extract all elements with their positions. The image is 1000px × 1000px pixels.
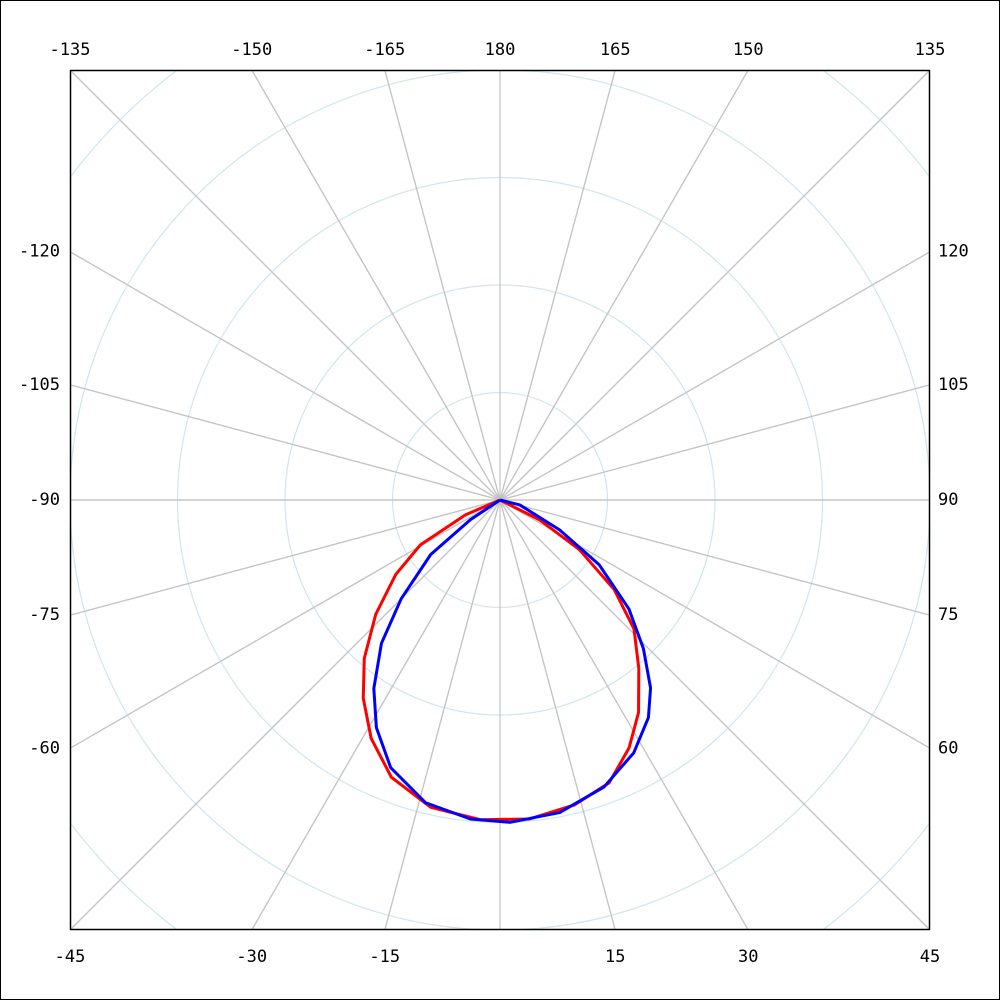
theta-tick-label: -60 xyxy=(29,738,60,758)
tick-labels: -135 -150 -165 180 165 150 135 -120 -105 -90 -75 -6… xyxy=(19,40,969,967)
theta-tick-label: 30 xyxy=(738,947,758,967)
theta-tick-label: -75 xyxy=(29,605,60,625)
theta-tick-label: 150 xyxy=(733,40,764,60)
theta-tick-label: 75 xyxy=(938,605,958,625)
plot-frame xyxy=(69,69,931,931)
theta-tick-label: -105 xyxy=(19,375,60,395)
theta-tick-label: -15 xyxy=(369,947,400,967)
theta-tick-label: -30 xyxy=(236,947,267,967)
theta-tick-label: 105 xyxy=(938,375,969,395)
theta-tick-label: 135 xyxy=(915,40,946,60)
theta-tick-label: -165 xyxy=(364,40,405,60)
theta-tick-label: 165 xyxy=(600,40,631,60)
theta-tick-label: -150 xyxy=(231,40,272,60)
theta-tick-label: -135 xyxy=(50,40,91,60)
intensity-curve xyxy=(372,498,653,824)
theta-tick-label: -120 xyxy=(19,242,60,262)
intensity-curve xyxy=(361,498,641,822)
theta-tick-label: 60 xyxy=(938,738,958,758)
theta-tick-label: 180 xyxy=(485,40,516,60)
theta-tick-label: 120 xyxy=(938,242,969,262)
theta-tick-label: -90 xyxy=(29,490,60,510)
theta-tick-label: -45 xyxy=(55,947,86,967)
theta-tick-label: 90 xyxy=(938,490,958,510)
curves xyxy=(361,498,653,824)
theta-tick-label: 45 xyxy=(920,947,940,967)
theta-tick-label: 15 xyxy=(605,947,625,967)
